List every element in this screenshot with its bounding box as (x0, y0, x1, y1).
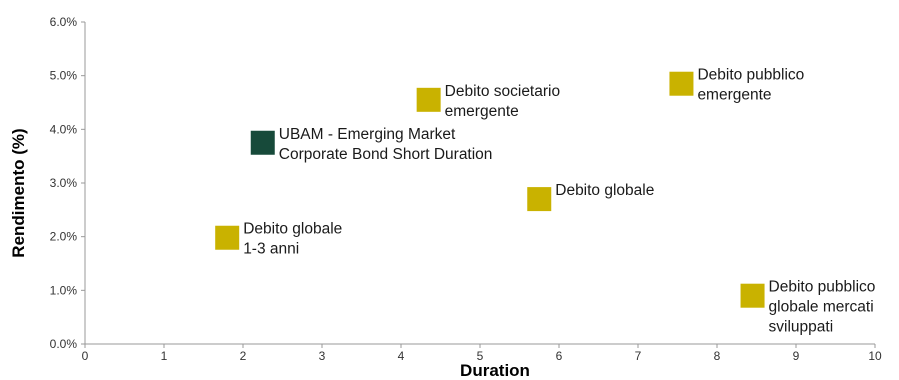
x-tick-label: 2 (240, 349, 247, 363)
y-tick-label: 0.0% (50, 337, 78, 351)
x-tick-label: 8 (714, 349, 721, 363)
index-point (527, 187, 552, 212)
y-axis-title: Rendimento (%) (9, 128, 28, 257)
x-tick-label: 5 (477, 349, 484, 363)
point-label-line: Debito pubblico (769, 279, 876, 296)
x-tick-label: 0 (82, 349, 89, 363)
y-tick-label: 2.0% (50, 230, 78, 244)
point-label-line: Debito globale (555, 182, 654, 199)
point-label-line: Corporate Bond Short Duration (279, 146, 493, 163)
index-point (215, 225, 240, 250)
x-axis-title: Duration (460, 361, 530, 380)
x-tick-label: 4 (398, 349, 405, 363)
chart-points: UBAM - Emerging Market Corporate Bond Sho… (215, 67, 875, 336)
point-label-line: emergente (445, 103, 519, 120)
point-label-line: globale mercati (769, 299, 874, 316)
y-tick-label: 4.0% (50, 122, 78, 136)
x-tick-label: 9 (793, 349, 800, 363)
point-label-line: Debito societario (445, 83, 560, 100)
point-label: Debito globale 1-3 anni (243, 221, 342, 258)
fund-point (250, 130, 275, 155)
point-label: Debito pubblico globale mercati sviluppati (769, 279, 876, 336)
x-tick-label: 1 (161, 349, 168, 363)
index-point (416, 87, 441, 112)
point-label: Debito societario emergente (445, 83, 560, 120)
point-label-line: Debito globale (243, 221, 342, 238)
point-label-line: 1-3 anni (243, 241, 299, 258)
point-label: Debito globale (555, 182, 654, 199)
point-label: Debito pubblico emergente (697, 67, 804, 104)
point-label-line: Debito pubblico (697, 67, 804, 84)
point-label: UBAM - Emerging Market Corporate Bond Sho… (279, 126, 493, 163)
chart-axes: 0 1 2 3 4 5 6 7 8 9 10 0.0% 1.0% 2.0% 3.0% 4.0% 5.0% 6.0% (50, 15, 882, 363)
index-point (669, 71, 694, 96)
point-label-line: UBAM - Emerging Market (279, 126, 456, 143)
y-tick-label: 1.0% (50, 283, 78, 297)
y-tick-label: 3.0% (50, 176, 78, 190)
point-label-line: emergente (697, 87, 771, 104)
y-tick-label: 6.0% (50, 15, 78, 29)
x-tick-label: 7 (635, 349, 642, 363)
x-tick-label: 10 (868, 349, 882, 363)
index-point (740, 283, 765, 308)
y-tick-label: 5.0% (50, 69, 78, 83)
x-tick-label: 3 (319, 349, 326, 363)
x-tick-label: 6 (556, 349, 563, 363)
point-label-line: sviluppati (769, 319, 834, 336)
